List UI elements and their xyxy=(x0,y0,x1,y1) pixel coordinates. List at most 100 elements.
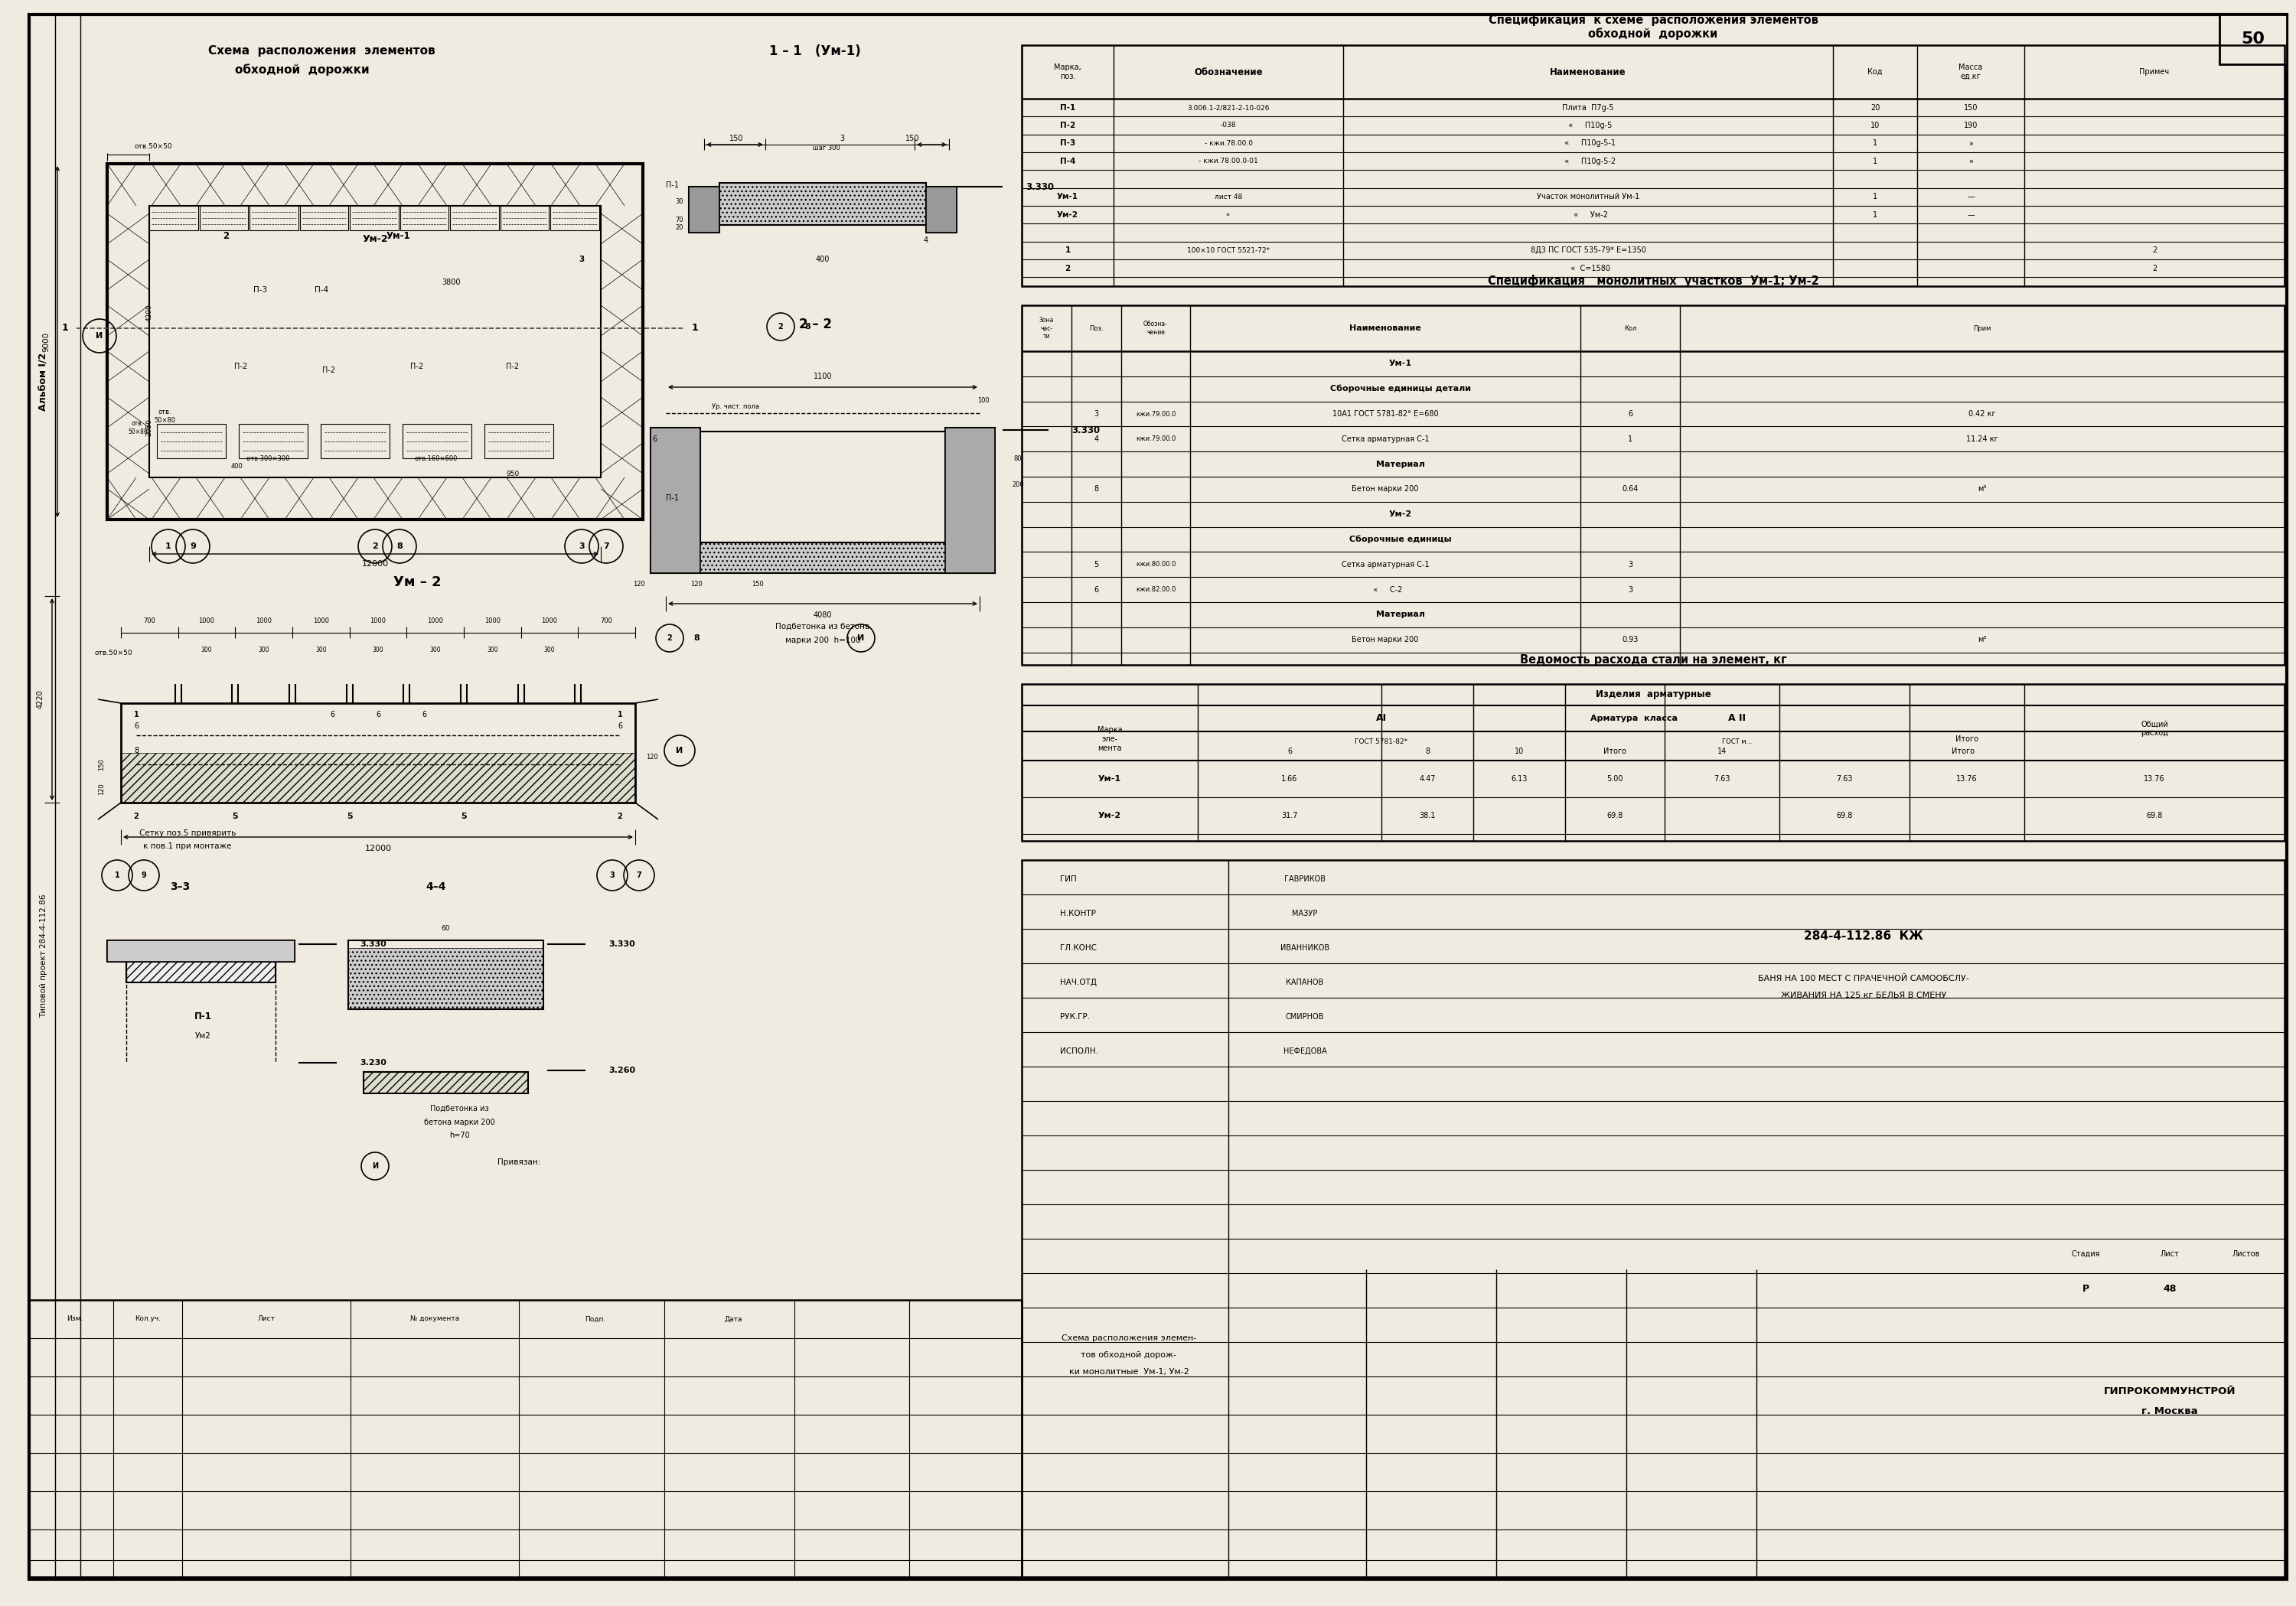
Text: 4–4: 4–4 xyxy=(427,882,445,893)
Text: Подбетонка из: Подбетонка из xyxy=(429,1105,489,1113)
Bar xyxy=(946,427,994,573)
Text: Бетон марки 200: Бетон марки 200 xyxy=(1352,636,1419,644)
Text: АI: АI xyxy=(1375,713,1387,723)
Text: 14: 14 xyxy=(1717,747,1727,755)
Text: 70: 70 xyxy=(675,217,684,223)
Text: 50: 50 xyxy=(2241,32,2264,47)
Bar xyxy=(349,948,544,1009)
Text: шаг 300: шаг 300 xyxy=(813,145,840,153)
Text: 300: 300 xyxy=(315,646,326,654)
Text: Ум-1: Ум-1 xyxy=(1056,193,1079,201)
Text: 6: 6 xyxy=(618,723,622,731)
Bar xyxy=(349,941,544,1009)
Text: 3–3: 3–3 xyxy=(170,882,191,893)
Text: 1000: 1000 xyxy=(542,617,558,625)
Text: 3: 3 xyxy=(1628,586,1632,594)
Text: тов обходной дорож-: тов обходной дорож- xyxy=(1081,1351,1178,1359)
Text: м³: м³ xyxy=(1977,485,1986,493)
Text: Ум-2: Ум-2 xyxy=(1097,811,1120,819)
Text: 2: 2 xyxy=(2151,247,2156,254)
Text: 2: 2 xyxy=(133,813,138,821)
Text: 700: 700 xyxy=(602,617,613,625)
Text: Ум-2: Ум-2 xyxy=(1389,511,1412,519)
Text: Поз.: Поз. xyxy=(1088,324,1104,332)
Text: ЖИВАНИЯ НА 125 кг БЕЛЬЯ В СМЕНУ: ЖИВАНИЯ НА 125 кг БЕЛЬЯ В СМЕНУ xyxy=(1782,991,1947,999)
Text: 7: 7 xyxy=(636,872,641,878)
Text: 4080: 4080 xyxy=(813,612,831,618)
Text: 6: 6 xyxy=(1093,586,1100,594)
Text: 10: 10 xyxy=(1871,122,1880,130)
Text: ГАВРИКОВ: ГАВРИКОВ xyxy=(1283,875,1325,883)
Bar xyxy=(925,186,957,233)
Bar xyxy=(349,206,400,230)
Bar xyxy=(321,424,390,458)
Bar xyxy=(650,427,700,573)
Text: 1: 1 xyxy=(1065,247,1070,254)
Text: кжи.82.00.0: кжи.82.00.0 xyxy=(1137,586,1176,593)
Bar xyxy=(108,941,294,962)
Bar xyxy=(149,206,602,477)
Text: 0.64: 0.64 xyxy=(1621,485,1639,493)
Text: 6.13: 6.13 xyxy=(1511,776,1527,782)
Text: Изм.: Изм. xyxy=(67,1315,83,1322)
Bar xyxy=(551,206,599,230)
Bar xyxy=(363,1071,528,1094)
Text: 60: 60 xyxy=(441,925,450,933)
Text: Ум-1: Ум-1 xyxy=(1097,776,1120,782)
Text: 7: 7 xyxy=(604,543,608,551)
Text: отв.50×50: отв.50×50 xyxy=(133,143,172,151)
Text: «     П10g-5-1: « П10g-5-1 xyxy=(1561,140,1616,148)
Text: h=70: h=70 xyxy=(450,1132,468,1139)
Text: Сетку поз.5 привярить: Сетку поз.5 привярить xyxy=(140,829,236,837)
Text: «     С-2: « С-2 xyxy=(1368,586,1403,594)
Text: «     Ум-2: « Ум-2 xyxy=(1568,210,1607,218)
Text: 3: 3 xyxy=(840,135,845,143)
Text: Обозна-
чение: Обозна- чение xyxy=(1143,321,1169,336)
Text: Кол: Кол xyxy=(1623,324,1637,332)
Text: 120: 120 xyxy=(691,581,703,588)
Bar xyxy=(946,427,994,573)
Text: Изделия  арматурные: Изделия арматурные xyxy=(1596,689,1711,700)
Text: 8: 8 xyxy=(397,543,402,551)
Text: Масса
ед.кг: Масса ед.кг xyxy=(1958,64,1984,80)
Text: Общий
расход: Общий расход xyxy=(2140,719,2167,737)
Text: Наименование: Наименование xyxy=(1350,324,1421,332)
Text: ГОСТ 5781-82*: ГОСТ 5781-82* xyxy=(1355,739,1407,745)
Text: Материал: Материал xyxy=(1375,610,1426,618)
Bar xyxy=(200,206,248,230)
Text: Примеч: Примеч xyxy=(2140,67,2170,75)
Text: 5: 5 xyxy=(347,813,351,821)
Text: Ум-1: Ум-1 xyxy=(1389,360,1412,368)
Text: кжи.79.00.0: кжи.79.00.0 xyxy=(1137,435,1176,443)
Text: лист 48: лист 48 xyxy=(1215,193,1242,201)
Bar xyxy=(239,424,308,458)
Text: 2: 2 xyxy=(668,634,673,642)
Text: 5: 5 xyxy=(461,813,466,821)
Text: 120: 120 xyxy=(99,782,106,795)
Text: Стадия: Стадия xyxy=(2071,1249,2101,1257)
Bar xyxy=(1022,859,2285,1577)
Text: 80: 80 xyxy=(1015,454,1022,463)
Bar xyxy=(108,164,643,519)
Text: 8: 8 xyxy=(133,747,138,755)
Text: 13.76: 13.76 xyxy=(2144,776,2165,782)
Text: Спецификация   монолитных  участков  Ум-1; Ум-2: Спецификация монолитных участков Ум-1; У… xyxy=(1488,275,1818,287)
Text: отв.
50×80: отв. 50×80 xyxy=(154,410,174,424)
Text: Ум-2: Ум-2 xyxy=(363,234,388,244)
Text: П-4: П-4 xyxy=(315,286,328,294)
Text: 6: 6 xyxy=(377,711,381,718)
Text: марки 200  h=100: марки 200 h=100 xyxy=(785,636,861,644)
Text: ки монолитные  Ум-1; Ум-2: ки монолитные Ум-1; Ум-2 xyxy=(1070,1368,1189,1376)
Text: НАЧ.ОТД: НАЧ.ОТД xyxy=(1061,978,1097,986)
Text: Участок монолитный Ум-1: Участок монолитный Ум-1 xyxy=(1536,193,1639,201)
Text: Листов: Листов xyxy=(2232,1249,2259,1257)
Text: 8: 8 xyxy=(1426,747,1430,755)
Bar xyxy=(450,206,498,230)
Text: 6: 6 xyxy=(652,435,657,443)
Text: 3.006.1-2/821-2-10-026: 3.006.1-2/821-2-10-026 xyxy=(1187,104,1270,111)
Text: 69.8: 69.8 xyxy=(1607,811,1623,819)
Bar xyxy=(1022,45,2285,286)
Text: Спецификация  к схеме  расположения элементов: Спецификация к схеме расположения элемен… xyxy=(1488,14,1818,26)
Text: 4200: 4200 xyxy=(147,304,152,321)
Text: 400: 400 xyxy=(232,463,243,469)
